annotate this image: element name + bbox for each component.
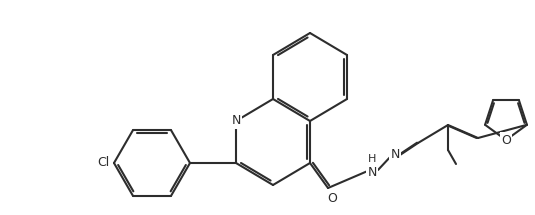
Text: O: O [327,192,337,204]
Text: N: N [231,115,241,127]
Text: N: N [391,149,400,161]
Text: Cl: Cl [97,157,109,169]
Text: N: N [368,166,377,178]
Text: H: H [368,154,376,164]
Text: O: O [501,134,511,146]
